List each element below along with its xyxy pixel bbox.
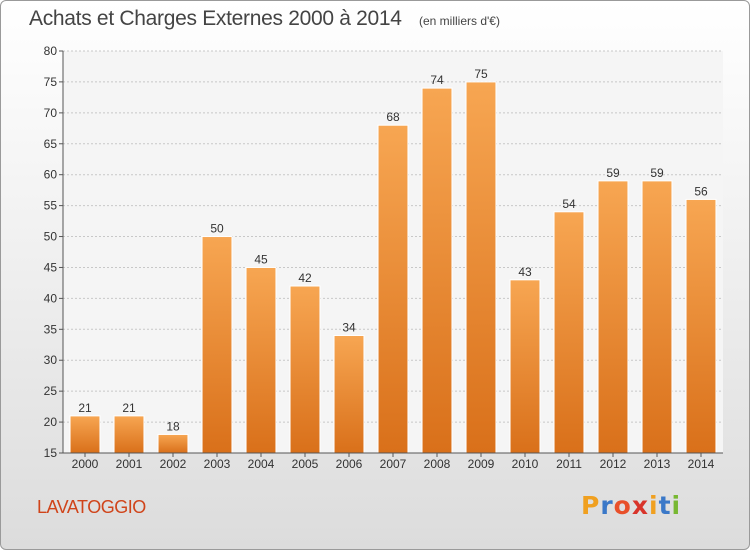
x-tick-label: 2012 bbox=[600, 457, 627, 471]
bar bbox=[641, 180, 673, 454]
bar bbox=[597, 180, 629, 454]
y-tick-label: 40 bbox=[44, 291, 58, 305]
bar-value-label: 75 bbox=[474, 67, 488, 81]
bar-value-label: 74 bbox=[430, 73, 444, 87]
y-tick-label: 20 bbox=[44, 415, 58, 429]
bar-value-label: 45 bbox=[254, 252, 268, 266]
bar-value-label: 18 bbox=[166, 419, 180, 433]
bar bbox=[113, 415, 145, 454]
x-tick-label: 2000 bbox=[72, 457, 99, 471]
logo-letter: r bbox=[600, 491, 614, 520]
bar-value-label: 56 bbox=[694, 184, 708, 198]
bar bbox=[553, 211, 585, 454]
x-tick-label: 2008 bbox=[424, 457, 451, 471]
y-tick-label: 75 bbox=[44, 75, 58, 89]
y-tick-label: 60 bbox=[44, 168, 58, 182]
y-tick-label: 15 bbox=[44, 446, 58, 460]
proxiti-logo: Proxiti bbox=[581, 491, 681, 520]
bar-value-label: 34 bbox=[342, 320, 356, 334]
logo-letter: t bbox=[658, 491, 672, 520]
bar bbox=[509, 279, 541, 454]
chart-title: Achats et Charges Externes 2000 à 2014 bbox=[29, 7, 402, 30]
bar bbox=[333, 334, 365, 454]
bar bbox=[465, 81, 497, 454]
x-tick-label: 2010 bbox=[512, 457, 539, 471]
x-tick-label: 2005 bbox=[292, 457, 319, 471]
logo-letter: o bbox=[613, 491, 632, 520]
x-tick-label: 2011 bbox=[556, 457, 582, 471]
bar-value-label: 59 bbox=[606, 166, 620, 180]
bar-value-label: 21 bbox=[78, 401, 92, 415]
bar bbox=[69, 415, 101, 454]
logo-letter: i bbox=[671, 491, 682, 520]
x-tick-label: 2013 bbox=[644, 457, 671, 471]
x-tick-label: 2007 bbox=[380, 457, 407, 471]
place-name: LAVATOGGIO bbox=[37, 497, 146, 517]
logo-letter: x bbox=[631, 491, 649, 520]
bar-value-label: 42 bbox=[298, 271, 312, 285]
bar bbox=[289, 285, 321, 454]
x-tick-label: 2006 bbox=[336, 457, 363, 471]
x-tick-label: 2009 bbox=[468, 457, 495, 471]
bar-value-label: 68 bbox=[386, 110, 400, 124]
bar-value-label: 50 bbox=[210, 222, 224, 236]
y-tick-label: 25 bbox=[44, 384, 58, 398]
bar-value-label: 59 bbox=[650, 166, 664, 180]
bar bbox=[245, 266, 277, 454]
logo-letter: i bbox=[649, 491, 659, 520]
bar bbox=[421, 87, 453, 454]
y-tick-label: 30 bbox=[44, 353, 58, 367]
y-tick-label: 55 bbox=[44, 199, 58, 213]
logo-letter: P bbox=[581, 491, 601, 520]
bar bbox=[157, 433, 189, 454]
bar bbox=[685, 198, 717, 454]
y-tick-label: 80 bbox=[44, 44, 58, 58]
y-tick-label: 65 bbox=[44, 137, 58, 151]
y-tick-label: 50 bbox=[44, 230, 58, 244]
x-tick-label: 2001 bbox=[116, 457, 143, 471]
x-tick-label: 2014 bbox=[688, 457, 715, 471]
bar bbox=[201, 236, 233, 454]
bar-value-label: 43 bbox=[518, 265, 532, 279]
x-tick-label: 2004 bbox=[248, 457, 275, 471]
y-tick-label: 35 bbox=[44, 322, 58, 336]
bar-value-label: 54 bbox=[562, 197, 576, 211]
x-tick-label: 2003 bbox=[204, 457, 231, 471]
bar bbox=[377, 124, 409, 454]
bar-value-label: 21 bbox=[122, 401, 136, 415]
chart-subtitle: (en milliers d'€) bbox=[419, 14, 500, 28]
y-tick-label: 45 bbox=[44, 260, 58, 274]
x-tick-label: 2002 bbox=[160, 457, 187, 471]
y-tick-label: 70 bbox=[44, 106, 58, 120]
